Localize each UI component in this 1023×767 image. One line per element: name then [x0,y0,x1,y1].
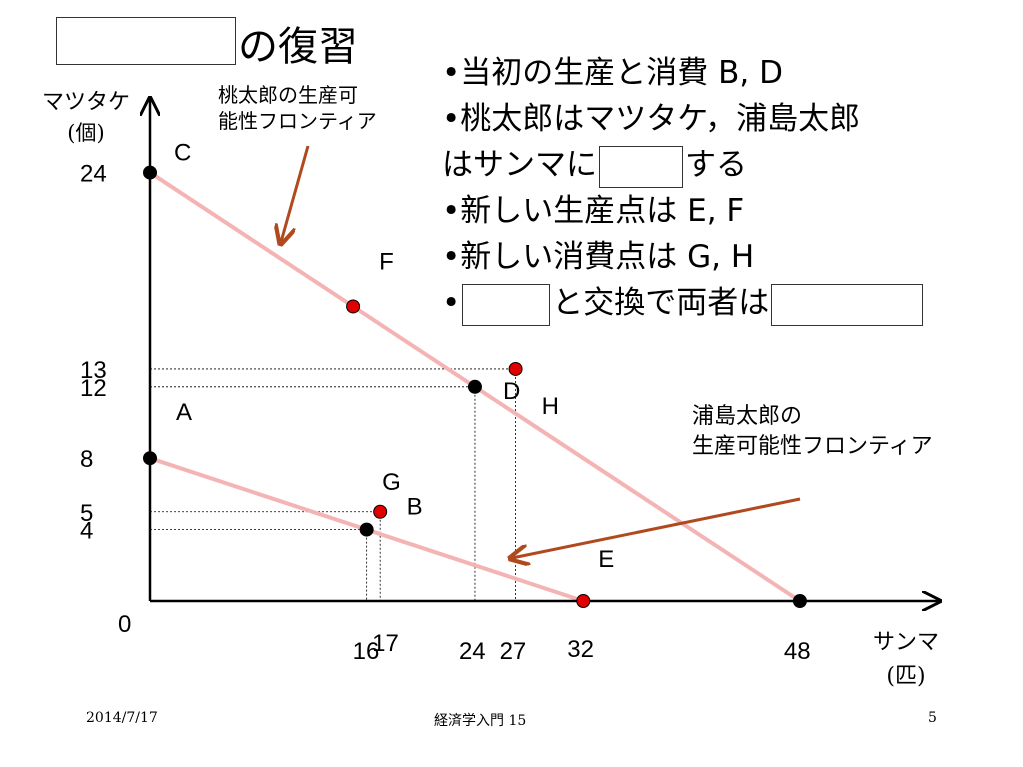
point-label-g: G [382,469,401,496]
urashima-ppf-label: 浦島太郎の 生産可能性フロンティア [692,402,933,462]
footer-page: 5 [928,710,937,726]
point-label-d: D [503,378,520,405]
point-g [373,504,388,519]
urashima-ppf-label-line1: 浦島太郎の [692,404,803,429]
bullet-new-consumption: •新しい消費点は G, H [442,239,755,275]
y-tick-label: 13 [80,357,107,384]
y-tick-label: 12 [80,375,107,402]
x-tick-label: 27 [500,638,527,665]
result-blank-box [771,283,924,326]
bullet-new-production: •新しい生産点は E, F [442,193,745,229]
point-b [359,522,374,537]
point-label-e: E [598,546,614,573]
point-label-b: B [407,494,423,521]
momotaro-ppf-arrow [281,145,310,242]
momotaro-ppf-label: 桃太郎の生産可 能性フロンティア [218,82,377,134]
x-tick-label: 48 [784,638,811,665]
urashima-ppf-label-line2: 生産可能性フロンティア [692,434,933,459]
point-f [346,299,361,314]
bullet-initial: •当初の生産と消費 B, D [442,55,783,91]
point-label-a: A [176,399,192,426]
urashima-ppf-arrow [512,497,801,558]
bullet-list: •当初の生産と消費 B, D •桃太郎はマツタケ，浦島太郎 はサンマに する •新… [442,50,924,326]
bullet-specialize-2-a: はサンマに [442,147,597,183]
momotaro-ppf-label-line2: 能性フロンティア [218,109,377,133]
point-c [143,165,157,180]
x-tick-label: 32 [567,636,594,663]
bullet-exchange-dot: • [442,285,461,321]
bullet-specialize-2-b: する [685,147,747,183]
y-tick-label: 24 [80,161,107,188]
bullet-exchange: • と交換で両者は [442,280,924,326]
x-axis-label-line1: サンマ [872,630,939,655]
point-label-h: H [542,393,559,420]
y-tick-label: 4 [80,518,93,545]
footer-course: 経済学入門 15 [434,713,527,729]
title-blank-box [56,17,236,65]
point-label-c: C [174,140,191,167]
y-axis-label-line1: マツタケ [41,90,130,115]
footer-date: 2014/7/17 [86,710,158,726]
x-tick-label: 16 [353,638,380,665]
bullet-specialize-2: はサンマに する [442,142,923,188]
point-unlabeled [792,594,807,608]
x-tick-label: 17 [372,630,399,657]
y-axis-label-line2: (個) [67,121,105,145]
y-tick-label: 8 [80,446,93,473]
bullet-specialize-1: •桃太郎はマツタケ，浦島太郎 [442,101,861,137]
point-d [467,379,482,394]
point-label-f: F [379,248,394,275]
x-axis-label-line2: (匹) [886,664,926,689]
bullet-exchange-text: と交換で両者は [552,285,770,321]
x-axis-label: サンマ (匹) [866,626,946,694]
point-a [143,451,157,466]
x-tick-label: 24 [459,638,486,665]
y-axis-label: マツタケ (個) [36,88,136,148]
point-e [576,594,591,608]
slide-title: の復習 [238,24,358,70]
point-h [508,361,523,376]
exchange-blank-box [462,283,551,326]
y-tick-label: 5 [80,500,93,527]
specialize-blank-box [599,145,683,188]
momotaro-ppf-label-line1: 桃太郎の生産可 [218,83,358,107]
origin-label: 0 [118,611,131,638]
